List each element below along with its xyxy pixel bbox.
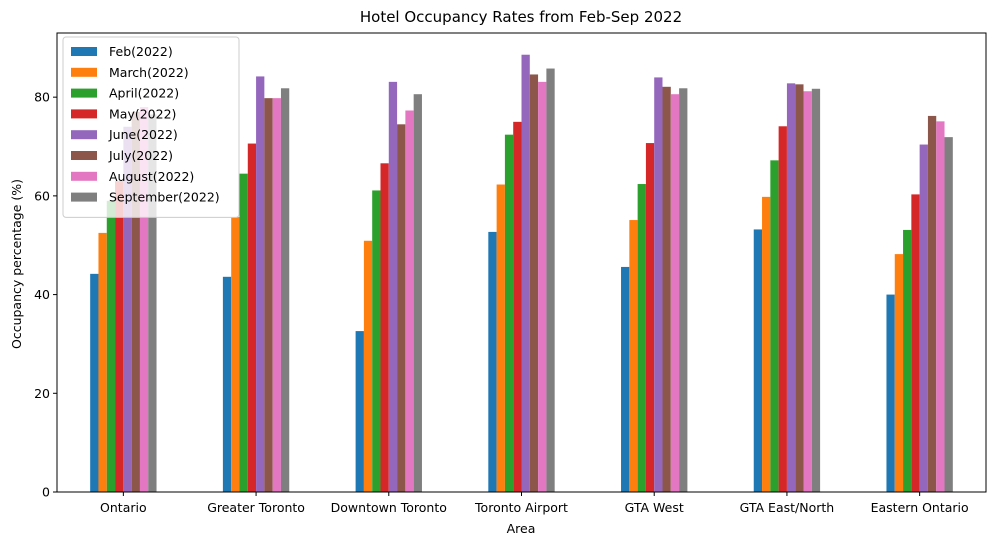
y-tick-label: 80 <box>34 90 50 105</box>
y-tick-label: 60 <box>34 188 50 203</box>
legend-swatch <box>71 109 97 119</box>
bar-3-6 <box>770 160 779 492</box>
legend-swatch <box>71 151 97 160</box>
y-axis: 0 20 40 60 80 <box>34 90 57 500</box>
bar-7-7 <box>936 121 945 492</box>
x-tick-label: Eastern Ontario <box>871 500 969 515</box>
bar-4-2 <box>247 143 257 493</box>
x-tick-label: Greater Toronto <box>207 500 305 515</box>
bar-2-7 <box>894 254 904 492</box>
y-tick-label: 20 <box>34 386 50 401</box>
bar-3-3 <box>372 190 381 492</box>
bar-2-6 <box>762 196 771 493</box>
bar-6-3 <box>397 124 406 492</box>
bar-5-2 <box>256 76 265 493</box>
bar-6-6 <box>795 84 804 492</box>
bar-8-6 <box>811 88 821 493</box>
bar-3-5 <box>637 184 646 492</box>
bars-layer <box>90 54 953 493</box>
legend-swatch <box>71 67 97 77</box>
bar-2-1 <box>98 232 107 492</box>
x-axis: Ontario Greater Toronto Downtown Toronto To… <box>100 492 969 515</box>
bar-8-5 <box>679 88 688 492</box>
bar-2-3 <box>363 240 373 492</box>
bar-3-4 <box>504 134 514 493</box>
bar-1-5 <box>621 266 630 492</box>
bar-2-5 <box>629 220 638 493</box>
bar-8-4 <box>546 68 555 492</box>
x-tick-label: GTA East/North <box>740 500 835 515</box>
legend-box <box>62 36 240 218</box>
x-tick-label: Toronto Airport <box>474 500 568 515</box>
bar-1-3 <box>355 331 364 492</box>
bar-7-5 <box>670 94 680 492</box>
legend-swatch <box>71 192 97 202</box>
chart-title: Hotel Occupancy Rates from Feb-Sep 2022 <box>360 8 682 26</box>
bar-6-7 <box>927 115 937 493</box>
bar-5-5 <box>654 77 663 493</box>
legend: Feb(2022) March(2022) April(2022) May(2022)… <box>62 36 240 218</box>
bar-5-7 <box>919 144 928 493</box>
bar-6-4 <box>529 74 539 493</box>
bar-2-2 <box>231 217 240 492</box>
legend-label: Feb(2022) <box>109 44 173 59</box>
bar-4-3 <box>380 163 389 493</box>
bar-8-7 <box>944 137 953 492</box>
bar-1-1 <box>90 273 99 492</box>
x-tick-label: Ontario <box>100 500 147 515</box>
legend-swatch <box>71 47 97 56</box>
bar-4-7 <box>911 194 920 492</box>
bar-6-2 <box>264 98 273 493</box>
y-tick-label: 0 <box>42 485 50 500</box>
legend-swatch <box>71 171 97 181</box>
bar-1-4 <box>488 231 497 492</box>
legend-label: August(2022) <box>109 169 194 184</box>
bar-3-1 <box>106 200 116 492</box>
y-axis-label: Occupancy percentage (%) <box>9 179 24 349</box>
x-axis-label: Area <box>507 521 536 536</box>
bar-7-2 <box>272 98 281 493</box>
bar-6-1 <box>131 111 140 492</box>
bar-7-4 <box>538 81 547 493</box>
x-tick-label: GTA West <box>625 500 684 515</box>
bar-7-1 <box>139 107 149 492</box>
bar-3-2 <box>239 173 248 492</box>
bar-4-1 <box>115 181 124 492</box>
bar-8-1 <box>148 114 157 492</box>
bar-4-5 <box>645 143 655 492</box>
bar-8-3 <box>413 94 422 492</box>
legend-label: June(2022) <box>108 127 178 142</box>
legend-label: September(2022) <box>109 190 220 205</box>
bar-7-6 <box>803 91 812 493</box>
bar-3-7 <box>903 229 912 492</box>
bar-5-1 <box>123 126 132 493</box>
bar-6-5 <box>662 86 671 493</box>
legend-swatch <box>71 130 97 140</box>
bar-4-6 <box>778 126 787 492</box>
bar-1-7 <box>886 294 895 492</box>
bar-5-3 <box>388 81 398 493</box>
bar-1-2 <box>222 276 232 492</box>
bar-5-6 <box>786 83 796 492</box>
legend-label: July(2022) <box>108 148 173 163</box>
legend-label: April(2022) <box>109 86 179 101</box>
bar-8-2 <box>280 88 290 492</box>
bar-4-4 <box>513 121 522 492</box>
bar-1-6 <box>753 229 763 492</box>
legend-label: May(2022) <box>109 106 176 121</box>
bar-2-4 <box>496 184 505 492</box>
bar-7-3 <box>405 110 414 493</box>
y-tick-label: 40 <box>34 287 50 302</box>
legend-swatch <box>71 88 97 98</box>
bar-5-4 <box>521 54 530 492</box>
x-tick-label: Downtown Toronto <box>331 500 447 515</box>
legend-label: March(2022) <box>109 65 189 80</box>
